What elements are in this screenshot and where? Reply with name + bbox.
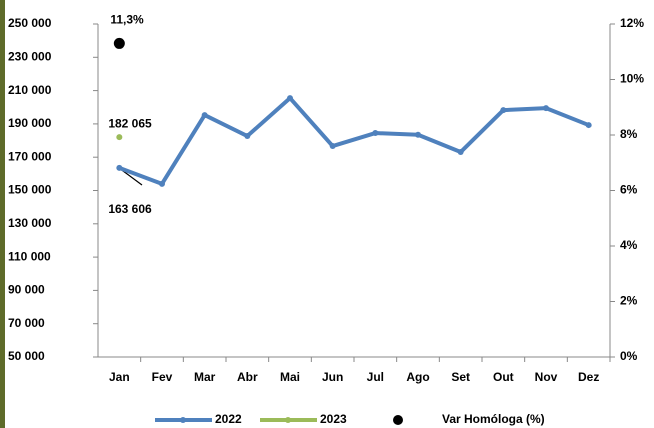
data-point [201, 112, 208, 119]
x-tick-label: Out [493, 370, 514, 384]
x-tick-label: Abr [237, 370, 258, 384]
left-border [0, 0, 5, 428]
y2-tick-label: 2% [620, 294, 638, 308]
legend-marker [285, 417, 291, 423]
x-tick-label: Jul [367, 370, 384, 384]
y2-tick-label: 6% [620, 183, 638, 197]
y2-tick-label: 10% [620, 72, 644, 86]
x-tick-label: Mar [194, 370, 216, 384]
data-point [415, 131, 421, 138]
data-point [329, 143, 336, 150]
data-label: 163 606 [108, 202, 152, 216]
data-point [500, 107, 507, 114]
y-tick-label: 110 000 [8, 249, 51, 263]
y-tick-label: 50 000 [8, 349, 45, 363]
legend-marker [393, 415, 403, 425]
data-point [457, 149, 464, 156]
x-tick-label: Ago [406, 370, 429, 384]
x-tick-label: Mai [280, 370, 300, 384]
data-point [113, 37, 125, 49]
data-label: 11,3% [110, 13, 144, 27]
data-point [287, 95, 293, 102]
y-tick-label: 170 000 [8, 149, 52, 163]
data-point [244, 133, 251, 140]
legend-label: 2023 [320, 412, 347, 426]
data-point [159, 180, 165, 187]
y-tick-label: 90 000 [8, 283, 45, 297]
y-tick-label: 190 000 [8, 116, 52, 130]
data-point [543, 105, 549, 112]
data-point [585, 122, 592, 129]
data-point [116, 134, 123, 141]
data-label: 182 065 [108, 116, 152, 130]
y-tick-label: 250 000 [8, 16, 52, 30]
x-tick-label: Set [451, 370, 470, 384]
x-tick-label: Dez [578, 370, 599, 384]
legend-marker [180, 417, 186, 423]
y2-tick-label: 8% [620, 127, 638, 141]
series-line [118, 96, 590, 186]
data-point [372, 130, 379, 137]
x-tick-label: Jun [322, 370, 343, 384]
y-tick-label: 70 000 [8, 316, 45, 330]
x-tick-label: Nov [535, 370, 558, 384]
y-tick-label: 150 000 [8, 183, 52, 197]
data-point [116, 164, 123, 171]
x-tick-label: Jan [109, 370, 130, 384]
y2-tick-label: 0% [620, 349, 638, 363]
y-tick-label: 130 000 [8, 216, 52, 230]
y-tick-label: 230 000 [8, 49, 52, 63]
y2-tick-label: 12% [620, 16, 644, 30]
x-tick-label: Fev [152, 370, 173, 384]
y2-tick-label: 4% [620, 238, 638, 252]
y-tick-label: 210 000 [8, 83, 52, 97]
legend-label: 2022 [215, 412, 242, 426]
legend-label: Var Homóloga (%) [442, 412, 545, 426]
